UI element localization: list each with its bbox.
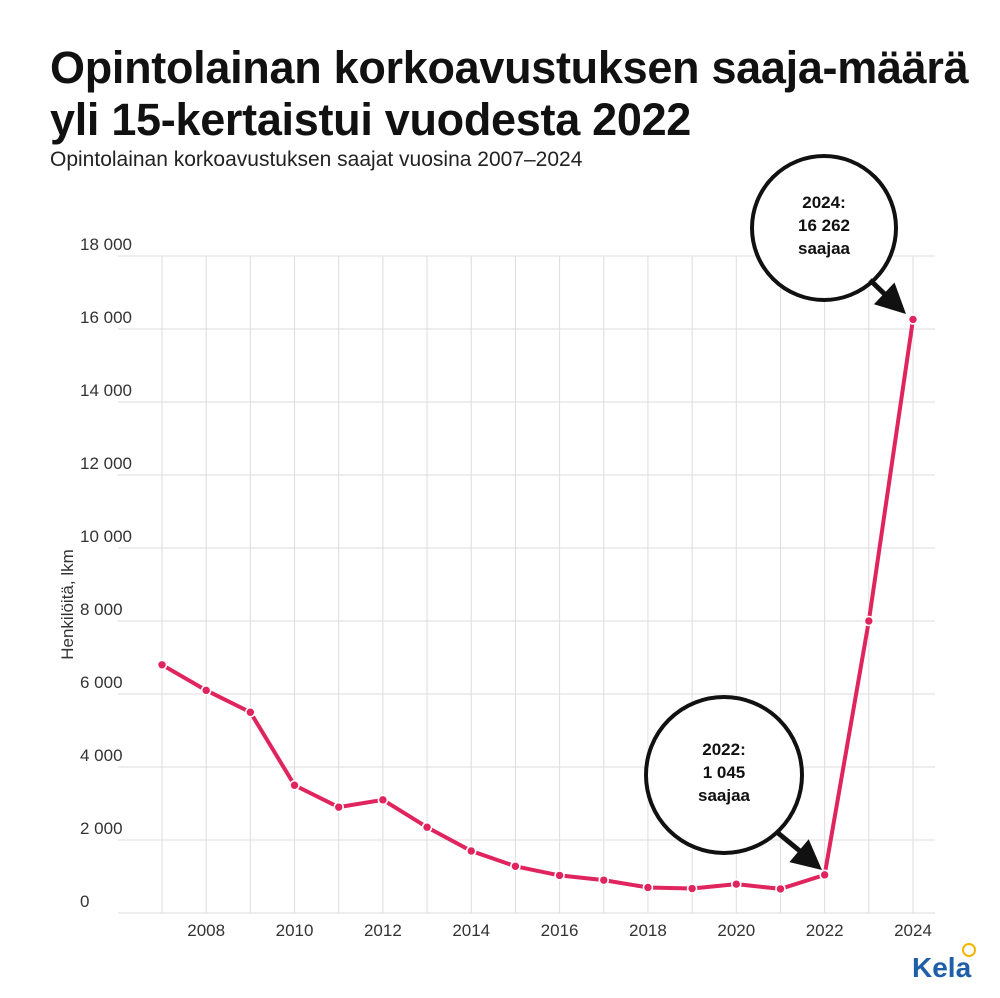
callout-arrow-head-icon: [789, 839, 822, 870]
kela-logo: Kela: [912, 952, 972, 983]
data-point: [642, 882, 654, 893]
data-point: [510, 860, 521, 872]
data-point: [863, 615, 875, 627]
data-point: [289, 779, 300, 791]
x-tick-label: 2020: [717, 921, 755, 940]
callout-label: 16 262: [798, 216, 850, 235]
y-tick-label: 8 000: [80, 600, 123, 619]
callout-label: saajaa: [798, 239, 851, 258]
y-tick-label: 12 000: [80, 454, 132, 473]
data-point: [333, 801, 345, 813]
chart-subtitle: Opintolainan korkoavustuksen saajat vuos…: [50, 148, 583, 171]
y-tick-label: 0: [80, 892, 89, 911]
data-point: [421, 821, 433, 833]
y-tick-label: 4 000: [80, 746, 123, 765]
data-point: [775, 883, 786, 895]
y-tick-label: 16 000: [80, 308, 132, 327]
grid-layer: [118, 255, 935, 914]
callout-label: 2022:: [702, 740, 745, 759]
x-tick-label: 2008: [187, 921, 225, 940]
x-tick-label: 2016: [541, 921, 579, 940]
chart-title: Opintolainan korkoavustuksen saaja-määrä…: [50, 42, 969, 145]
axis-layer: 0 2 000 4 000 6 000 8 000 10 000 12 000 14 000 1…: [58, 235, 932, 940]
callout-bubble: [644, 695, 804, 855]
x-tick-label: 2014: [452, 921, 490, 940]
data-point: [598, 874, 610, 886]
x-tick-label: 2024: [894, 921, 932, 940]
data-point: [554, 870, 565, 881]
y-tick-label: 18 000: [80, 235, 132, 254]
callout-bubble: [750, 154, 898, 302]
x-tick-label: 2012: [364, 921, 402, 940]
kela-logo-mark-icon: [962, 943, 976, 957]
callout-layer: 2022: 1 045 saajaa 2024: 16 262 saajaa: [644, 154, 906, 870]
callout-label: saajaa: [698, 786, 751, 805]
y-tick-label: 14 000: [80, 381, 132, 400]
data-point: [907, 314, 919, 325]
callout-label: 1 045: [703, 763, 746, 782]
x-tick-label: 2022: [806, 921, 844, 940]
x-tick-label: 2018: [629, 921, 667, 940]
x-tick-label: 2010: [276, 921, 314, 940]
series-layer: [156, 314, 919, 895]
callout-label: 2024:: [802, 193, 845, 212]
y-axis-label: Henkilöitä, lkm: [58, 549, 77, 660]
y-tick-label: 2 000: [80, 819, 123, 838]
data-point: [156, 659, 168, 671]
data-point: [377, 794, 389, 806]
data-point: [200, 685, 212, 696]
data-point: [245, 706, 256, 718]
series-line: [160, 317, 915, 891]
data-point: [730, 878, 742, 890]
y-tick-label: 6 000: [80, 673, 123, 692]
data-point: [465, 845, 477, 857]
callout-arrow-head-icon: [873, 282, 906, 314]
y-tick-label: 10 000: [80, 527, 132, 546]
data-point: [819, 869, 830, 881]
data-point: [686, 883, 698, 894]
